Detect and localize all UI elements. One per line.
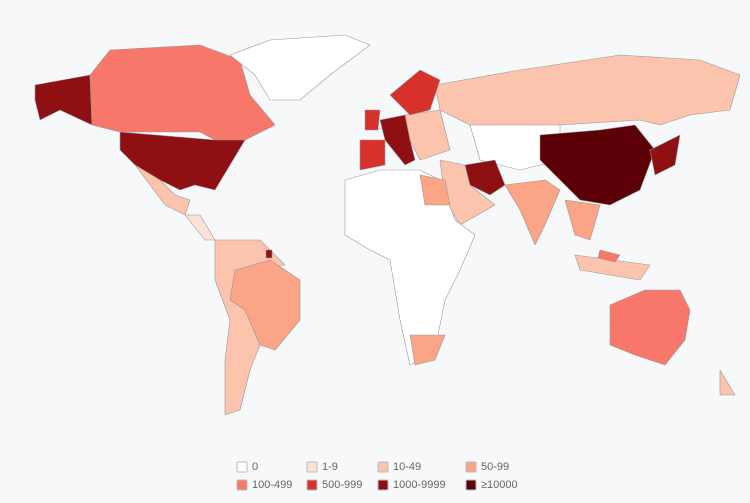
legend-label: 10-49 (393, 461, 421, 473)
legend: 0 1-9 10-49 50-99 100-499 500-999 1000-9999 ≥10… (236, 461, 518, 491)
africa (344, 169, 476, 366)
legend-label: 100-499 (252, 479, 292, 491)
countries (34, 34, 741, 416)
usa (119, 131, 246, 191)
china (539, 124, 656, 206)
legend-label: 50-99 (481, 461, 509, 473)
mexico (134, 164, 191, 216)
legend-item: 50-99 (465, 461, 509, 473)
legend-label: 0 (252, 461, 258, 473)
legend-item: 500-999 (306, 479, 362, 491)
brazil (229, 259, 301, 351)
scandinavia (389, 69, 441, 116)
southeast-asia (564, 199, 601, 241)
legend-swatch (465, 479, 477, 491)
central-asia (469, 124, 561, 171)
legend-item: 1-9 (306, 461, 338, 473)
legend-swatch (306, 479, 318, 491)
canada (89, 44, 276, 141)
legend-swatch (236, 479, 248, 491)
legend-swatch (377, 461, 389, 473)
french-guiana (265, 249, 273, 259)
south-africa (409, 334, 446, 366)
central-america (184, 214, 216, 241)
legend-item: 0 (236, 461, 258, 473)
legend-label: ≥10000 (481, 479, 518, 491)
legend-swatch (306, 461, 318, 473)
malaysia (597, 249, 621, 263)
legend-item: 100-499 (236, 479, 292, 491)
australia (609, 289, 691, 366)
indonesia (574, 254, 651, 281)
legend-item: ≥10000 (465, 479, 518, 491)
legend-swatch (377, 479, 389, 491)
alaska (34, 74, 93, 126)
legend-label: 500-999 (322, 479, 362, 491)
legend-item: 10-49 (377, 461, 421, 473)
egypt (419, 174, 451, 206)
india (504, 179, 561, 246)
russia (434, 54, 741, 131)
legend-swatch (236, 461, 248, 473)
greenland (229, 34, 371, 101)
uk (364, 109, 381, 131)
legend-label: 1-9 (322, 461, 338, 473)
legend-label: 1000-9999 (393, 479, 446, 491)
legend-swatch (465, 461, 477, 473)
new-zealand (719, 369, 736, 396)
japan (649, 134, 681, 176)
iberia (359, 139, 386, 171)
iran (464, 159, 506, 196)
legend-item: 1000-9999 (377, 479, 446, 491)
